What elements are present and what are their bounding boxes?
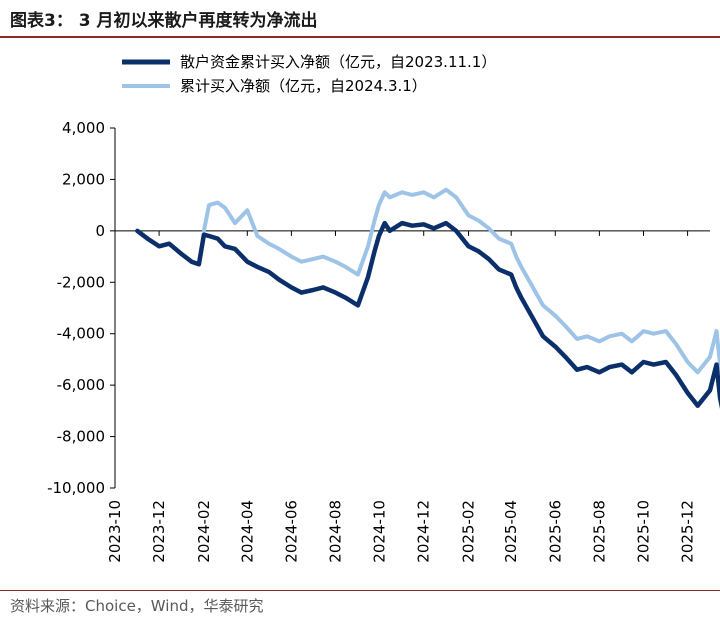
x-tick-label: 2025-02	[460, 500, 478, 563]
x-tick-label: 2025-08	[590, 500, 608, 563]
figure-title: 图表3： 3 月初以来散户再度转为净流出	[10, 11, 318, 31]
series-line-1	[135, 220, 720, 410]
x-tick-label: 2024-10	[371, 500, 389, 563]
x-tick-label: 2023-12	[150, 500, 168, 563]
y-tick-label: -4,000	[57, 325, 105, 343]
x-tick-label: 2024-08	[327, 500, 345, 563]
title-divider	[0, 36, 720, 38]
y-tick-label: -10,000	[47, 479, 105, 497]
y-tick-label: 4,000	[62, 119, 105, 137]
x-tick-label: 2024-02	[195, 500, 213, 563]
x-tick-label: 2025-10	[634, 500, 652, 563]
series-layer	[135, 187, 720, 410]
x-tick-label: 2024-06	[282, 500, 300, 563]
y-tick-label: -2,000	[57, 273, 105, 291]
y-tick-label: 0	[95, 222, 105, 240]
x-tick-label: 2024-04	[238, 500, 256, 563]
x-axis: 2023-10 2023-12 2024-02 2024-04 2024-06 2024-…	[106, 230, 710, 563]
legend: 散户资金累计买入净额（亿元，自2023.11.1） 累计买入净额（亿元，自2024…	[122, 53, 496, 95]
x-tick-label: 2023-10	[106, 500, 124, 563]
x-tick-label: 2025-06	[546, 500, 564, 563]
legend-label-1: 散户资金累计买入净额（亿元，自2023.11.1）	[180, 53, 496, 71]
source-divider	[0, 590, 720, 591]
chart: 散户资金累计买入净额（亿元，自2023.11.1） 累计买入净额（亿元，自2024…	[47, 53, 720, 563]
legend-label-2: 累计买入净额（亿元，自2024.3.1）	[180, 77, 427, 95]
y-tick-label: -8,000	[57, 428, 105, 446]
x-tick-label: 2024-12	[415, 500, 433, 563]
x-tick-label: 2025-12	[679, 500, 697, 563]
y-tick-label: -6,000	[57, 376, 105, 394]
x-tick-label: 2025-04	[502, 500, 520, 563]
figure-source: 资料来源：Choice，Wind，华泰研究	[10, 597, 264, 615]
figure-header: 图表3： 3 月初以来散户再度转为净流出	[0, 0, 720, 38]
y-axis: 4,000 2,000 0 -2,000 -4,000 -6,000 -8,000 -10,0…	[47, 119, 116, 497]
y-tick-label: 2,000	[62, 170, 105, 188]
